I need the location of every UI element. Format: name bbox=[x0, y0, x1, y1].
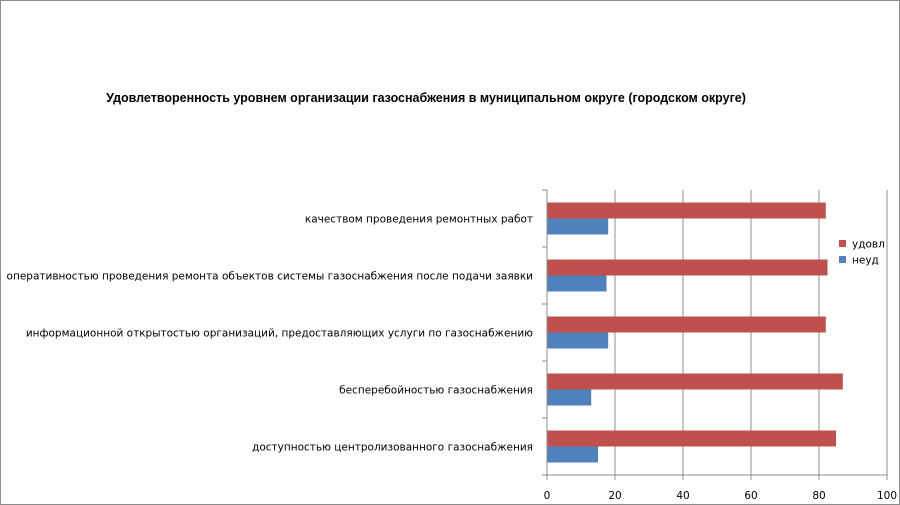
legend-swatch-1 bbox=[839, 256, 846, 263]
legend-label: неуд bbox=[852, 255, 879, 267]
x-tick-label: 20 bbox=[608, 490, 621, 502]
bar-neud-4 bbox=[547, 218, 609, 235]
x-tick-label: 100 bbox=[877, 490, 897, 502]
legend-swatch-0 bbox=[839, 240, 846, 247]
category-label: информационной открытостью организаций, … bbox=[26, 328, 533, 340]
x-tick-label: 40 bbox=[676, 490, 689, 502]
category-label: бесперебойностью газоснабжения bbox=[339, 385, 533, 397]
x-tick-label: 80 bbox=[812, 490, 825, 502]
category-label: качеством проведения ремонтных работ bbox=[305, 214, 533, 226]
bar-neud-1 bbox=[547, 389, 592, 406]
axes: 0 20 40 60 80 100 bbox=[542, 189, 897, 502]
x-tick-label: 60 bbox=[744, 490, 757, 502]
chart-title: Удовлетворенность уровнем организации га… bbox=[106, 91, 746, 105]
bar-udovl-3 bbox=[547, 259, 828, 276]
category-label: доступностью центролизованного газоснабж… bbox=[252, 442, 533, 454]
bars bbox=[547, 202, 843, 463]
bar-neud-0 bbox=[547, 446, 598, 463]
bar-neud-2 bbox=[547, 332, 609, 349]
x-tick-label: 0 bbox=[544, 490, 551, 502]
category-label: оперативностью проведения ремонта объект… bbox=[7, 271, 533, 283]
legend-label: удовл bbox=[852, 239, 885, 251]
bar-udovl-4 bbox=[547, 202, 826, 219]
legend: удовл неуд bbox=[839, 239, 885, 267]
category-labels: доступностью центролизованного газоснабж… bbox=[7, 214, 534, 454]
bar-udovl-2 bbox=[547, 316, 826, 333]
bar-udovl-1 bbox=[547, 373, 843, 390]
bar-neud-3 bbox=[547, 275, 607, 292]
bar-udovl-0 bbox=[547, 430, 836, 447]
